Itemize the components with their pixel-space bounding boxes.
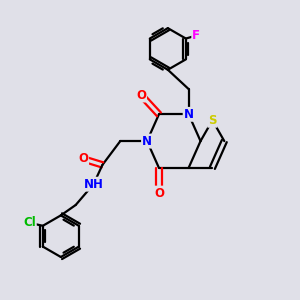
Text: N: N xyxy=(142,135,152,148)
Text: NH: NH xyxy=(84,178,103,191)
Text: O: O xyxy=(136,88,146,101)
Text: F: F xyxy=(192,29,200,42)
Text: N: N xyxy=(184,108,194,121)
Text: O: O xyxy=(154,187,164,200)
Text: Cl: Cl xyxy=(23,216,36,229)
Text: O: O xyxy=(78,152,88,165)
Text: S: S xyxy=(208,114,217,127)
